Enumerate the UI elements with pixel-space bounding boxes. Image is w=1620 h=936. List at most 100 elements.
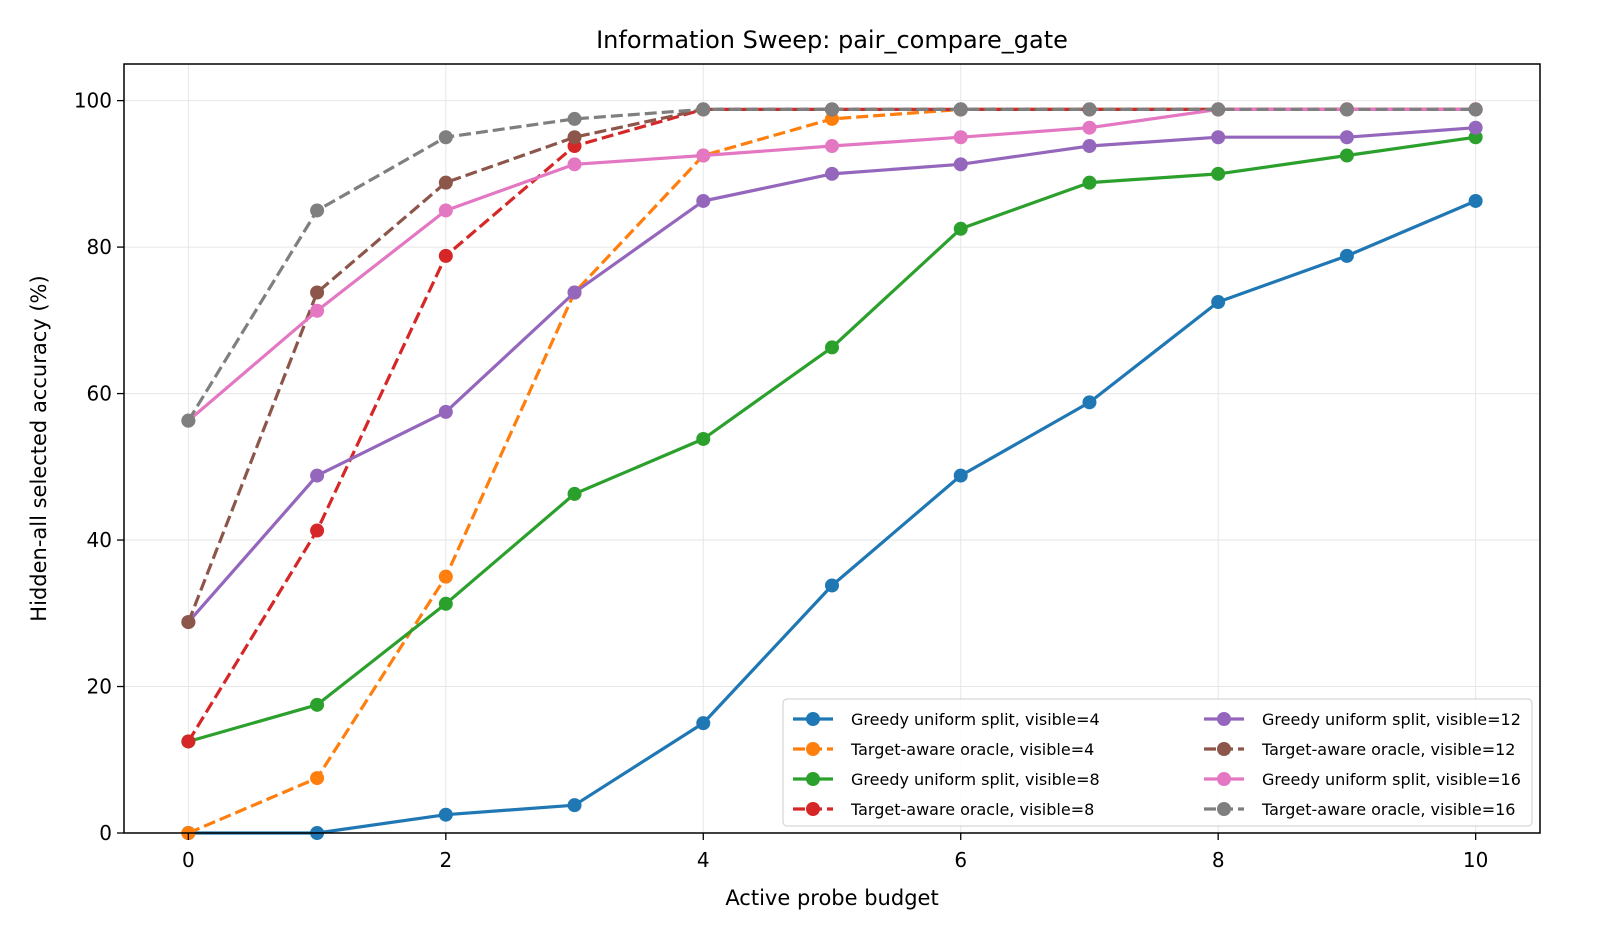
data-point <box>438 807 453 822</box>
x-tick-label: 10 <box>1463 848 1488 872</box>
y-axis-title: Hidden-all selected accuracy (%) <box>27 275 51 621</box>
legend-swatch-marker <box>1217 772 1231 786</box>
legend-swatch-marker <box>806 742 820 756</box>
legend-label: Greedy uniform split, visible=4 <box>851 710 1100 729</box>
x-tick-label: 0 <box>182 848 195 872</box>
data-point <box>310 523 325 538</box>
data-point <box>1339 248 1354 263</box>
y-tick-label: 80 <box>87 235 112 259</box>
data-point <box>696 193 711 208</box>
data-point <box>696 102 711 117</box>
plot-frame <box>123 63 1541 834</box>
data-point <box>1082 395 1097 410</box>
legend-swatch-marker <box>1217 712 1231 726</box>
legend-item: Greedy uniform split, visible=8 <box>793 770 1100 789</box>
legend-label: Target-aware oracle, visible=4 <box>850 740 1094 759</box>
data-point <box>696 431 711 446</box>
data-point <box>1468 193 1483 208</box>
series-layer <box>181 102 1483 840</box>
legend-label: Target-aware oracle, visible=16 <box>1261 800 1515 819</box>
data-point <box>825 578 839 593</box>
data-point <box>1339 130 1354 145</box>
data-point <box>825 166 839 181</box>
data-point <box>953 468 968 483</box>
data-point <box>567 486 582 501</box>
data-point <box>825 340 839 355</box>
data-point <box>310 203 325 218</box>
legend-label: Target-aware oracle, visible=12 <box>1261 740 1515 759</box>
legend-item: Target-aware oracle, visible=8 <box>793 800 1094 819</box>
x-tick-label: 6 <box>954 848 967 872</box>
data-point <box>567 285 582 300</box>
y-tick-label: 40 <box>87 528 112 552</box>
data-point <box>567 130 582 145</box>
y-tick-label: 0 <box>99 821 112 845</box>
data-point <box>696 148 711 163</box>
y-tick-label: 100 <box>74 89 112 113</box>
y-tick-label: 60 <box>87 382 112 406</box>
data-point <box>310 771 325 786</box>
data-point <box>438 404 453 419</box>
data-point <box>438 130 453 145</box>
legend-label: Greedy uniform split, visible=8 <box>851 770 1100 789</box>
data-point <box>953 157 968 172</box>
data-point <box>1468 120 1483 135</box>
legend-swatch-marker <box>1217 802 1231 816</box>
data-point <box>310 303 325 318</box>
data-point <box>953 221 968 236</box>
legend-item: Greedy uniform split, visible=4 <box>793 710 1100 729</box>
legend-item: Greedy uniform split, visible=12 <box>1204 710 1521 729</box>
data-point <box>310 468 325 483</box>
data-point <box>1082 102 1097 117</box>
data-point <box>438 248 453 263</box>
legend-item: Target-aware oracle, visible=4 <box>793 740 1094 759</box>
legend-swatch-marker <box>806 772 820 786</box>
x-axis-title: Active probe budget <box>725 886 938 910</box>
x-tick-label: 8 <box>1212 848 1225 872</box>
legend-box <box>782 698 1533 827</box>
series-5 <box>181 120 1483 630</box>
legend-label: Greedy uniform split, visible=16 <box>1262 770 1521 789</box>
data-point <box>567 111 582 126</box>
data-point <box>1211 130 1226 145</box>
data-point <box>310 697 325 712</box>
data-point <box>310 285 325 300</box>
chart-title: Information Sweep: pair_compare_gate <box>596 26 1068 54</box>
data-point <box>1339 102 1354 117</box>
data-point <box>1211 102 1226 117</box>
data-point <box>567 157 582 172</box>
data-point <box>1082 175 1097 190</box>
legend-item: Greedy uniform split, visible=16 <box>1204 770 1521 789</box>
x-tick-label: 2 <box>439 848 452 872</box>
legend-item: Target-aware oracle, visible=16 <box>1204 800 1515 819</box>
data-point <box>438 569 453 584</box>
data-point <box>953 102 968 117</box>
data-point <box>825 102 839 117</box>
data-point <box>1082 139 1097 154</box>
data-point <box>1082 120 1097 135</box>
data-point <box>567 798 582 813</box>
data-point <box>1339 148 1354 163</box>
data-point <box>696 716 711 731</box>
data-point <box>438 596 453 611</box>
data-point <box>1211 166 1226 181</box>
legend: Greedy uniform split, visible=4 Target-aw… <box>782 698 1533 827</box>
data-point <box>438 175 453 190</box>
data-point <box>181 413 196 428</box>
data-point <box>825 139 839 154</box>
legend-item: Target-aware oracle, visible=12 <box>1204 740 1515 759</box>
y-tick-label: 20 <box>87 675 112 699</box>
legend-label: Target-aware oracle, visible=8 <box>850 800 1094 819</box>
data-point <box>953 130 968 145</box>
series-3 <box>181 130 1483 749</box>
series-8 <box>181 102 1483 428</box>
legend-swatch-marker <box>806 712 820 726</box>
data-point <box>181 615 196 630</box>
data-point <box>181 734 196 749</box>
legend-label: Greedy uniform split, visible=12 <box>1262 710 1521 729</box>
legend-swatch-marker <box>806 802 820 816</box>
legend-swatch-marker <box>1217 742 1231 756</box>
data-point <box>1211 295 1226 310</box>
